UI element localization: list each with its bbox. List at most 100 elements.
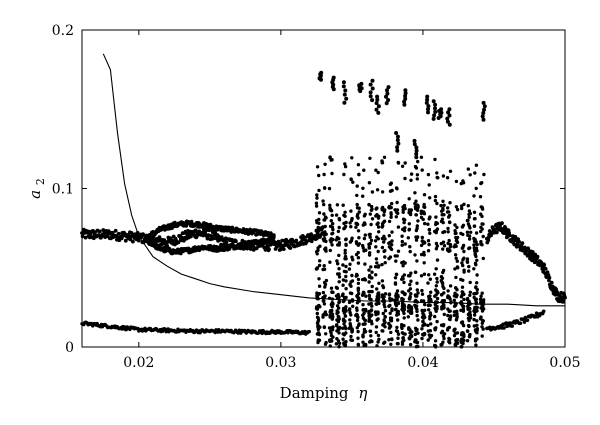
data-point-chaos	[406, 236, 410, 240]
data-point-burst	[386, 85, 391, 90]
data-point-chaos	[408, 331, 412, 335]
data-point-burst	[414, 152, 419, 156]
y-tick-label: 0	[65, 340, 74, 356]
data-point-chaos	[328, 248, 332, 253]
data-point-chaos	[370, 190, 375, 194]
data-point-upper-branch	[113, 228, 118, 233]
data-point-chaos	[390, 201, 394, 206]
data-point-post-chaos-lower	[508, 321, 512, 325]
data-point-chaos	[396, 301, 401, 306]
data-point-chaos	[473, 252, 477, 257]
data-point-chaos	[408, 245, 412, 249]
data-point-chaos	[316, 340, 320, 345]
data-point-chaos	[407, 222, 411, 226]
data-point-chaos	[448, 314, 453, 318]
data-point-chaos	[356, 212, 360, 217]
data-point-chaos	[323, 310, 328, 314]
data-point-chaos	[420, 288, 424, 293]
data-point-chaos	[355, 272, 359, 277]
data-point-chaos	[361, 340, 365, 344]
data-point-chaos	[422, 202, 426, 207]
data-point-chaos	[363, 222, 367, 226]
data-point-chaos	[400, 239, 404, 244]
data-point-chaos	[369, 204, 374, 209]
data-point-chaos	[389, 215, 393, 219]
data-point-chaos	[478, 195, 483, 199]
data-point-chaos	[363, 342, 368, 347]
data-point-chaos	[434, 293, 438, 297]
data-point-chaos	[330, 171, 334, 176]
data-point-chaos	[376, 237, 380, 241]
data-point-chaos	[441, 230, 445, 235]
x-axis-label-text: Damping	[280, 384, 349, 402]
data-point-burst	[375, 97, 380, 102]
data-point-chaos	[356, 256, 361, 260]
data-point-chaos	[322, 325, 327, 330]
data-point-chaos	[472, 267, 476, 271]
data-point-chaos	[349, 284, 353, 288]
data-point-chaos	[428, 311, 432, 315]
data-point-chaos	[468, 293, 472, 297]
data-point-chaos	[409, 208, 413, 212]
data-point-chaos	[420, 336, 424, 341]
data-point-chaos	[448, 284, 453, 288]
data-point-chaos	[367, 268, 371, 272]
data-point-burst	[431, 99, 436, 104]
data-point-chaos	[342, 322, 346, 326]
data-point-chaos	[367, 242, 371, 246]
data-point-chaos	[448, 309, 452, 313]
data-point-chaos	[401, 208, 405, 212]
data-point-chaos	[454, 295, 459, 299]
data-point-chaos	[460, 206, 464, 211]
data-point-chaos	[441, 268, 446, 273]
data-point-chaos	[434, 222, 438, 227]
data-point-chaos	[408, 282, 412, 287]
data-point-chaos	[441, 199, 445, 203]
data-point-burst	[370, 98, 375, 103]
data-point-chaos	[355, 301, 360, 305]
data-point-chaos	[475, 305, 479, 310]
data-point-chaos	[361, 194, 365, 198]
data-point-chaos	[447, 238, 451, 243]
data-point-chaos	[396, 225, 401, 229]
data-point-burst	[480, 114, 485, 119]
data-point-chaos	[472, 194, 476, 198]
data-point-chaos	[377, 295, 381, 299]
data-point-chaos	[349, 177, 353, 182]
data-point-chaos	[413, 332, 417, 337]
data-point-chaos	[480, 325, 484, 329]
data-point-chaos	[403, 242, 407, 246]
data-point-chaos	[435, 280, 439, 284]
data-point-burst	[385, 88, 389, 93]
data-point-chaos	[361, 303, 365, 307]
data-point-chaos	[347, 300, 352, 305]
data-point-chaos	[453, 223, 457, 227]
data-point-chaos	[434, 230, 438, 235]
data-point-chaos	[322, 233, 326, 237]
data-point-chaos	[317, 188, 321, 193]
data-point-chaos	[380, 329, 384, 333]
data-point-chaos	[380, 245, 385, 250]
data-point-chaos	[455, 288, 459, 292]
data-point-chaos	[442, 203, 446, 207]
data-point-chaos	[459, 181, 463, 186]
data-point-chaos	[342, 213, 346, 217]
data-point-chaos	[387, 338, 391, 342]
data-point-chaos	[421, 323, 425, 328]
data-point-chaos	[387, 304, 391, 308]
data-point-chaos	[354, 240, 359, 244]
data-point-chaos	[383, 305, 387, 309]
data-point-chaos	[433, 306, 437, 310]
data-point-chaos	[369, 238, 374, 243]
data-point-chaos	[402, 338, 406, 343]
data-point-chaos	[380, 222, 385, 226]
data-point-chaos	[314, 201, 319, 205]
data-point-chaos	[414, 235, 418, 239]
data-point-chaos	[355, 312, 359, 316]
data-point-chaos	[442, 291, 446, 295]
data-point-chaos	[315, 321, 320, 325]
data-point-chaos	[361, 333, 365, 337]
data-point-chaos	[324, 340, 328, 345]
data-point-chaos	[480, 309, 485, 313]
data-point-chaos	[396, 318, 400, 322]
